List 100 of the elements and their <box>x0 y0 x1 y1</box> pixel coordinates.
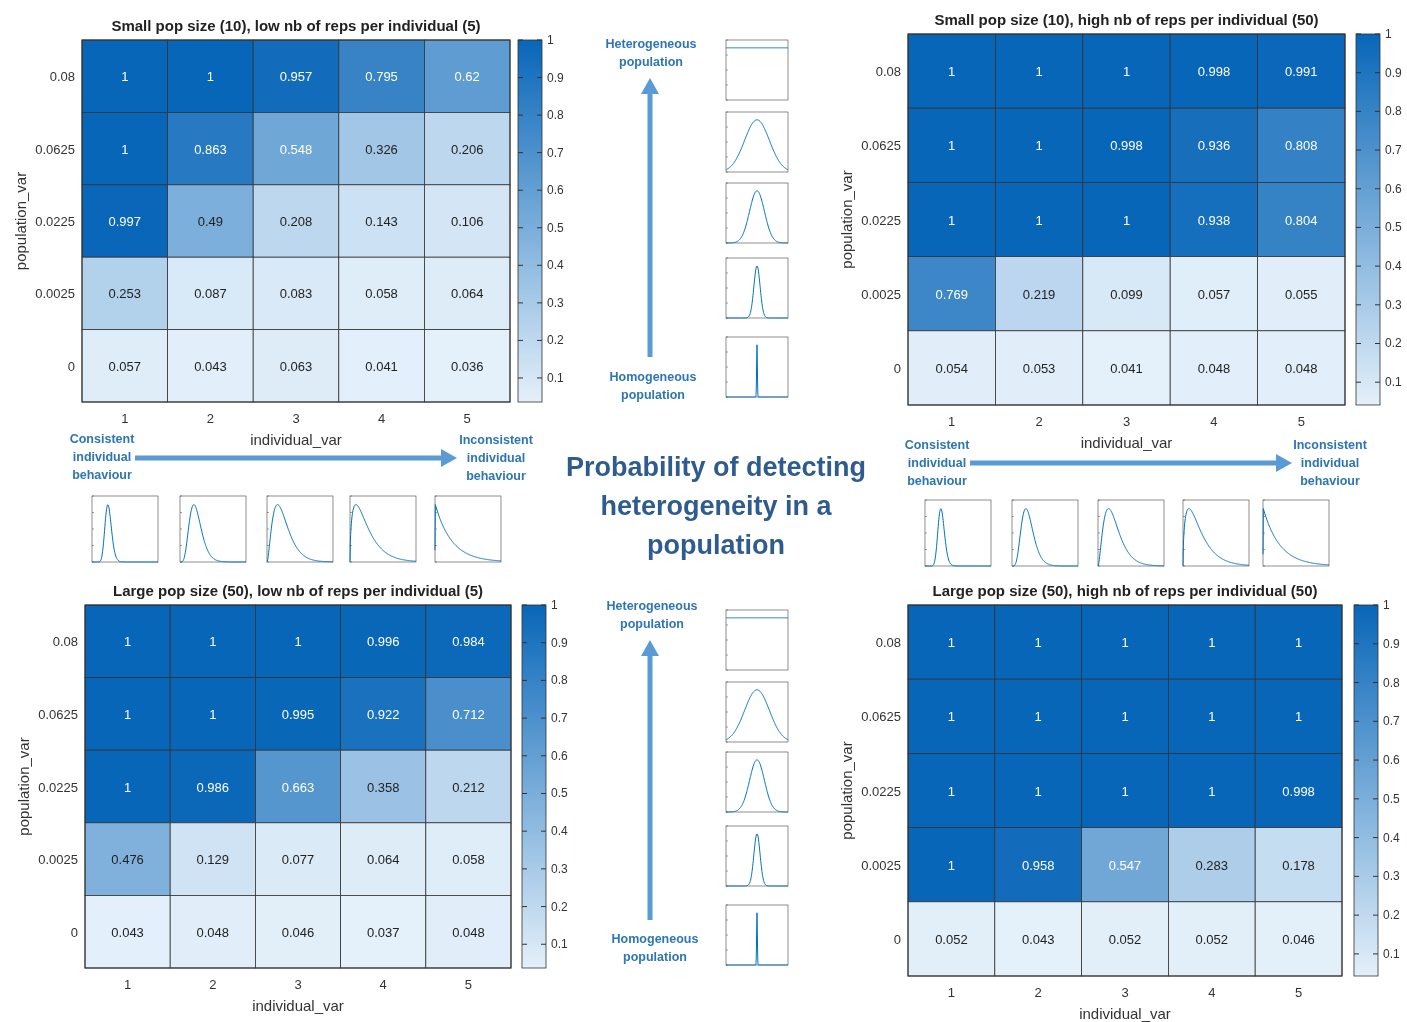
data-label: 0.058 <box>365 286 398 302</box>
data-label: 0.769 <box>935 286 968 302</box>
x-tick-label: 4 <box>1208 985 1216 1000</box>
y-tick-label: 0.08 <box>875 635 901 651</box>
data-label: 0.995 <box>281 706 315 722</box>
data-label: 1 <box>948 138 956 154</box>
data-label: 0.083 <box>279 286 313 302</box>
data-label: 1 <box>123 779 132 795</box>
text: Consistent individual behaviour <box>904 438 971 488</box>
data-label: 1 <box>121 141 129 157</box>
data-label: 0.863 <box>194 141 227 157</box>
data-label: 1 <box>1035 212 1043 228</box>
data-label: 0.041 <box>1110 360 1143 376</box>
text: Homogeneous population <box>609 370 697 402</box>
y-tick-label: 0.0625 <box>38 706 78 722</box>
data-label: 1 <box>123 706 132 722</box>
x-tick-label: 3 <box>292 411 300 426</box>
data-label: 0.804 <box>1285 212 1318 228</box>
data-label: 0.057 <box>1197 286 1231 302</box>
color-bar-label: 0.9 <box>1383 636 1401 651</box>
color-bar-label: 0.8 <box>1383 675 1401 690</box>
data-label: 0.922 <box>366 706 400 722</box>
y-axis-title: population_var <box>15 737 32 836</box>
color-bar-label: 0.5 <box>551 786 569 801</box>
data-label: 0.62 <box>454 69 480 85</box>
data-label: 0.938 <box>1197 212 1231 228</box>
data-label: 0.206 <box>450 141 484 157</box>
x-tick-label: 5 <box>1297 414 1305 429</box>
data-label: 0.212 <box>452 779 485 795</box>
color-bar-label: 1 <box>547 33 554 47</box>
data-label: 1 <box>294 634 302 650</box>
data-label: 1 <box>947 635 956 651</box>
x-tick-label: 5 <box>464 977 473 992</box>
x-tick-label: 5 <box>1294 985 1303 1000</box>
data-label: 0.048 <box>1197 360 1231 376</box>
text: Heterogeneous population <box>605 37 697 69</box>
data-label: 0.998 <box>1282 783 1315 799</box>
color-bar-label: 0.4 <box>1385 259 1403 274</box>
data-label: 1 <box>1034 783 1042 799</box>
color-bar-label: 0.9 <box>1385 65 1403 80</box>
x-tick-label: 4 <box>1210 414 1218 429</box>
data-label: 0.997 <box>108 214 142 229</box>
data-label: 1 <box>947 857 956 873</box>
color-bar-label: 0.2 <box>1385 336 1403 351</box>
x-tick-label: 2 <box>1034 985 1042 1000</box>
data-label: 0.219 <box>1022 286 1056 302</box>
y-tick-label: 0.0225 <box>861 212 901 228</box>
y-tick-label: 0.08 <box>49 69 75 85</box>
data-label: 1 <box>947 783 956 799</box>
y-tick-label: 0.08 <box>52 634 78 650</box>
data-label: 1 <box>1208 709 1216 725</box>
color-bar-label: 0.7 <box>1383 714 1401 729</box>
data-label: 1 <box>123 634 132 650</box>
data-label: 0.048 <box>1285 360 1318 376</box>
data-label: 0.998 <box>1110 138 1143 154</box>
y-tick-label: 0.0025 <box>38 852 78 868</box>
data-label: 0.795 <box>365 69 398 85</box>
data-label: 0.043 <box>111 924 144 940</box>
x-axis-title: individual_var <box>1079 1005 1171 1022</box>
x-tick-label: 3 <box>1121 985 1129 1000</box>
data-label: 1 <box>121 69 129 85</box>
data-label: 0.936 <box>1197 138 1231 154</box>
data-label: 0.998 <box>1197 64 1231 80</box>
color-bar-label: 0.5 <box>1383 791 1401 806</box>
x-tick-label: 4 <box>377 411 386 426</box>
data-label: 1 <box>206 69 215 85</box>
data-label: 0.043 <box>194 358 227 374</box>
data-label: 1 <box>1208 783 1216 799</box>
data-label: 0.991 <box>1285 64 1318 80</box>
color-bar-label: 1 <box>1385 27 1392 41</box>
x-tick-label: 1 <box>121 411 129 426</box>
x-tick-label: 2 <box>206 411 215 426</box>
color-bar-label: 0.6 <box>551 748 569 763</box>
y-tick-label: 0 <box>67 358 75 374</box>
data-label: 0.712 <box>452 706 485 722</box>
y-tick-label: 0.08 <box>875 64 901 80</box>
x-axis-title: individual_var <box>252 997 344 1014</box>
y-axis-title: population_var <box>838 170 855 269</box>
chart-title: Small pop size (10), high nb of reps per individual (50) <box>934 11 1319 28</box>
color-bar-label: 0.5 <box>547 220 565 235</box>
color-bar-label: 0.4 <box>547 258 565 273</box>
text: Probability of detecting heterogeneity in a population <box>565 452 867 560</box>
y-axis-title: population_var <box>838 741 855 840</box>
color-bar-label: 0.1 <box>551 937 569 952</box>
color-bar-label: 0.1 <box>1383 946 1401 961</box>
data-label: 0.054 <box>935 360 968 376</box>
data-label: 0.253 <box>108 286 142 302</box>
data-label: 1 <box>209 706 217 722</box>
x-tick-label: 3 <box>1122 414 1131 429</box>
data-label: 1 <box>1294 709 1303 725</box>
color-bar-label: 0.5 <box>1385 220 1403 235</box>
data-label: 1 <box>1121 709 1129 725</box>
text: Inconsistent individual behaviour <box>459 433 534 483</box>
color-bar-label: 0.2 <box>547 333 565 348</box>
y-tick-label: 0.0025 <box>861 286 901 302</box>
y-tick-label: 0.0025 <box>35 286 75 302</box>
data-label: 0.547 <box>1108 857 1142 873</box>
data-label: 0.036 <box>450 358 484 374</box>
data-label: 0.283 <box>1195 857 1229 873</box>
data-label: 0.958 <box>1021 857 1055 873</box>
